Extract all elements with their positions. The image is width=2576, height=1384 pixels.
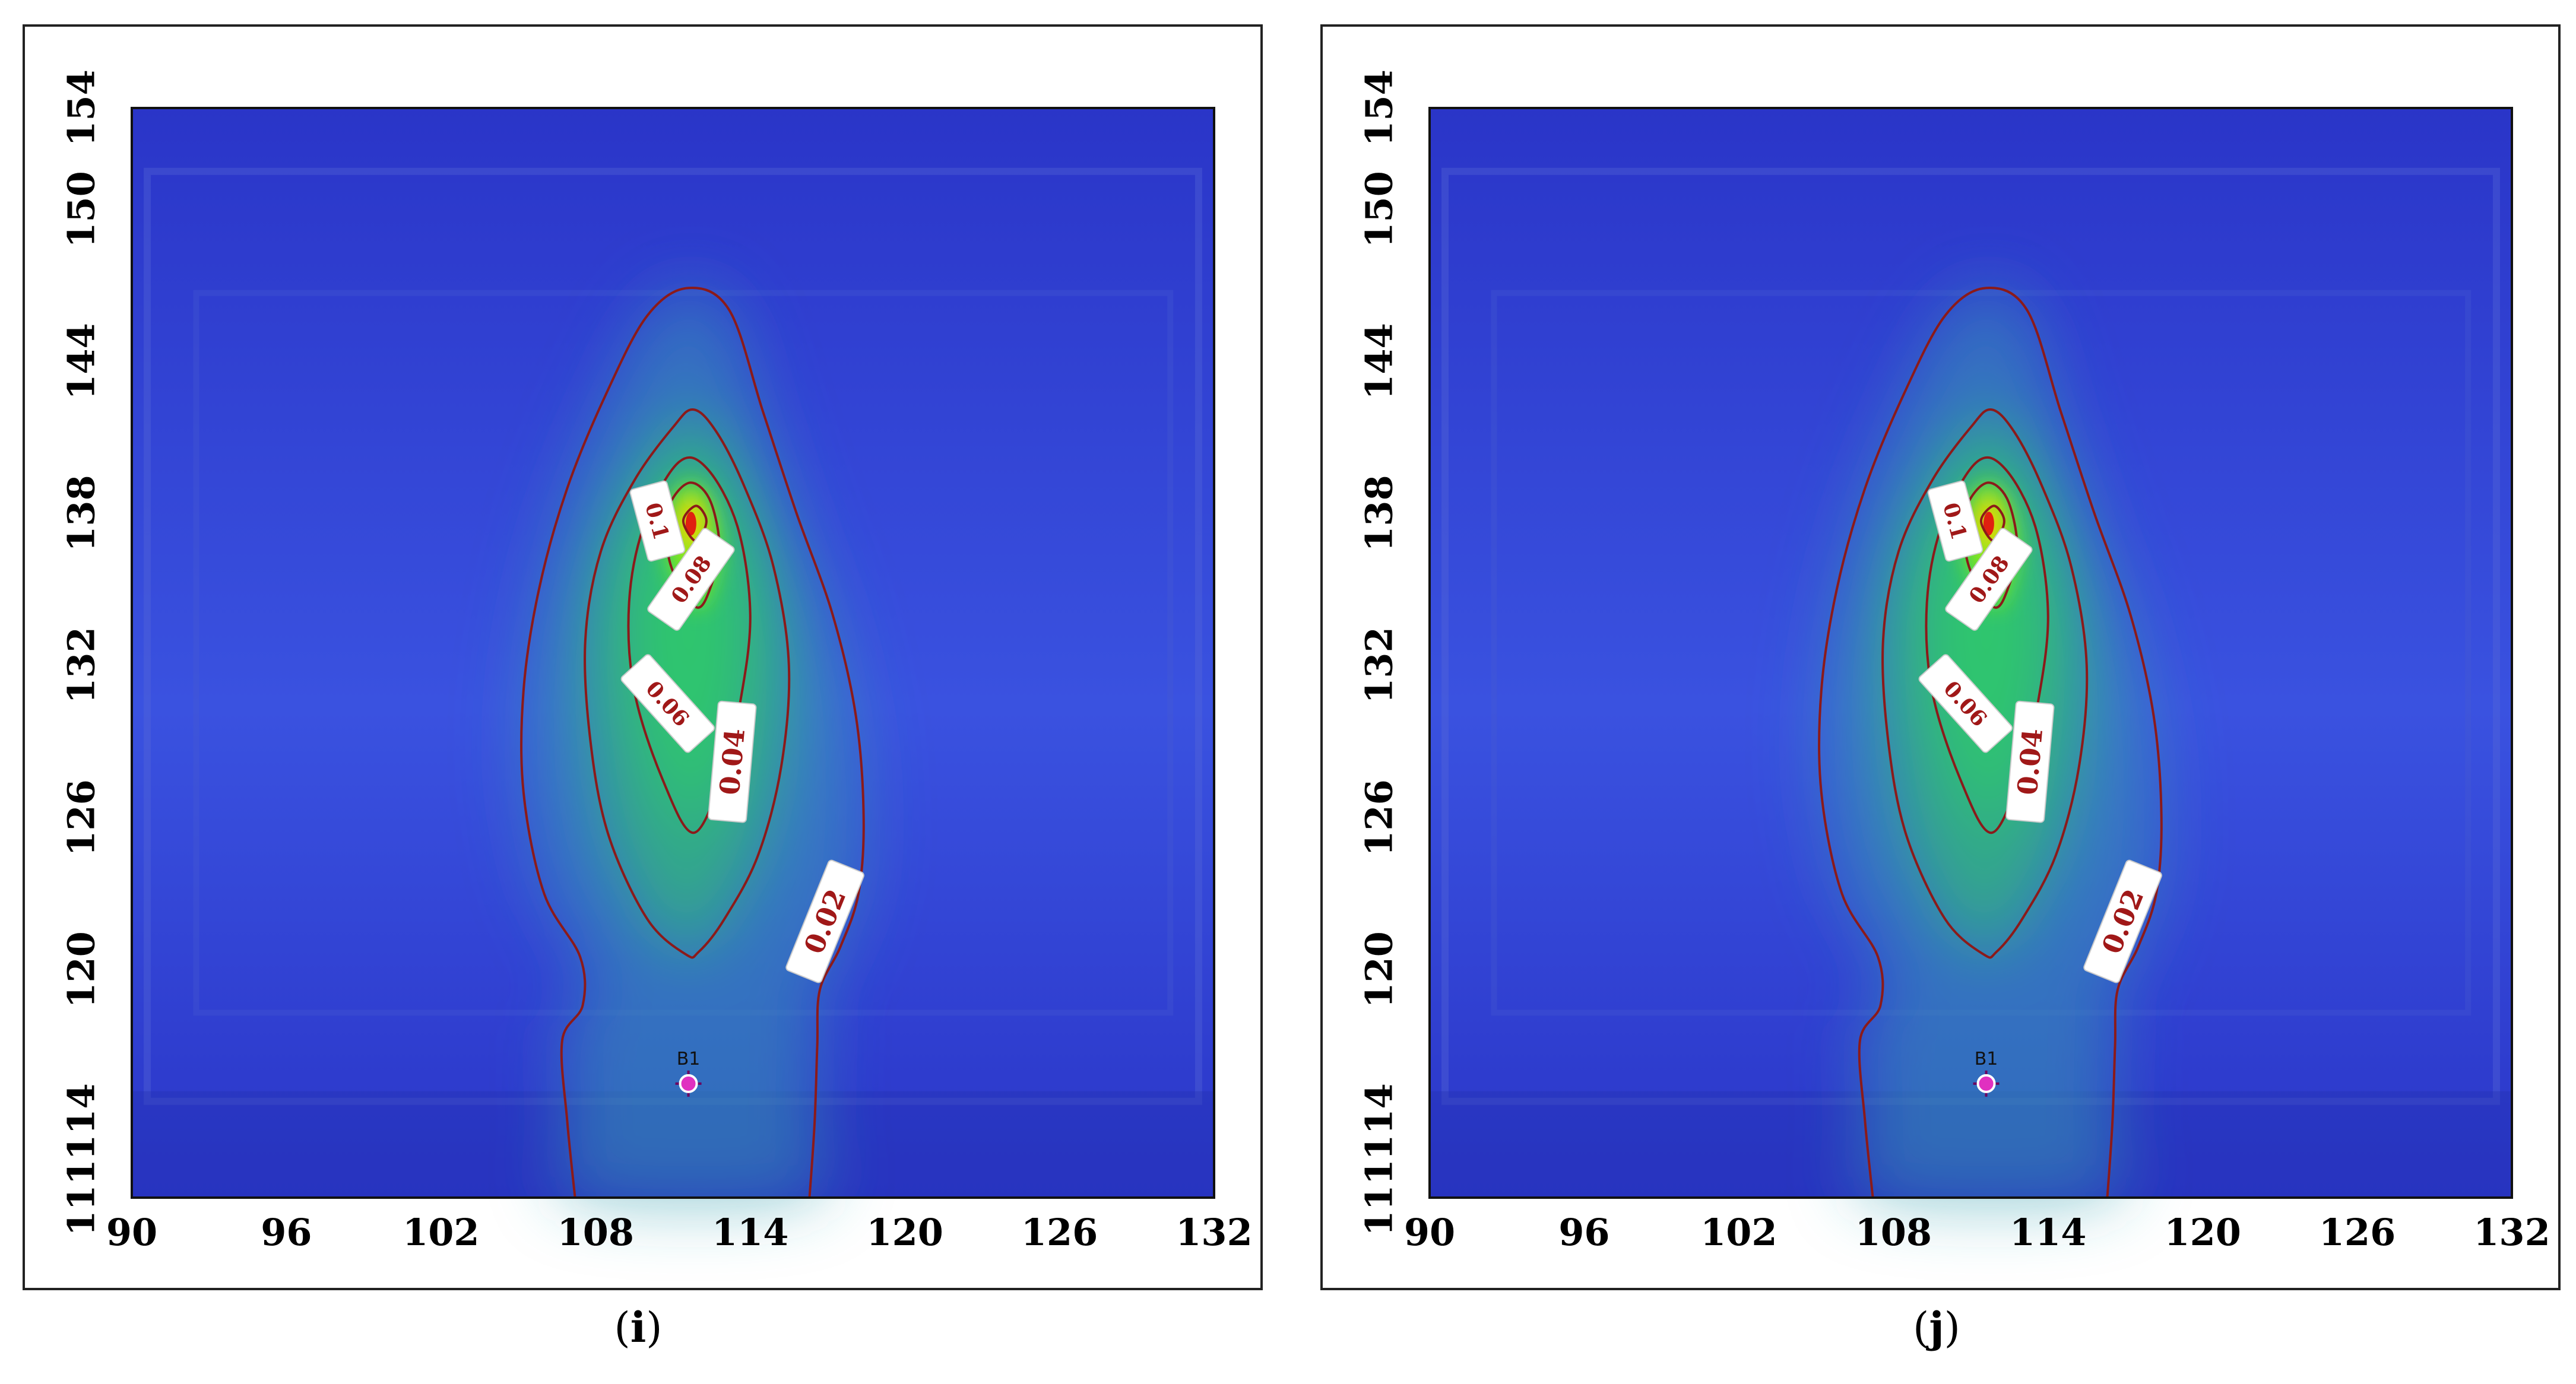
contour-0-1 [1979,504,2005,543]
contour-0-04 [584,408,791,959]
y-tick-label: 132 [1357,627,1401,704]
y-tick-label: 144 [59,323,103,400]
chart-panel-j: 0.1 0.08 0.06 0.04 0.02 B1 90 96 102 108 114 120 12… [1320,24,2561,1290]
x-tick-label: 90 [1403,1211,1456,1254]
y-tick-label: 150 [59,171,103,248]
contour-label: 0.04 [708,700,757,823]
x-tick-label: 126 [1021,1211,1098,1254]
y-tick-label: 138 [59,475,103,552]
plot-frame [1428,107,2513,1199]
peak-core [1983,512,1994,536]
y-tick-label: 114 [59,1083,103,1160]
contour-label: 0.1 [629,480,686,562]
x-tick-label: 120 [866,1211,943,1254]
contour-0-04 [1881,408,2089,959]
x-tick-label: 102 [403,1211,480,1254]
x-tick-label: 108 [557,1211,634,1254]
contour-0-1 [682,504,708,543]
x-tick-label: 120 [2164,1211,2241,1254]
caption-letter: i [630,1303,647,1352]
peak-core [685,512,696,536]
svg-text:0.04: 0.04 [714,727,752,796]
caption-i: (i) [614,1303,663,1352]
plot-frame [131,107,1215,1199]
source-marker [675,1070,702,1097]
plot-area: 0.1 0.08 0.06 0.04 0.02 B1 [131,107,1215,1207]
source-label: B1 [677,1049,701,1069]
y-tick-label: 111 [59,1159,103,1236]
y-tick-label: 120 [1357,931,1401,1008]
x-tick-label: 126 [2318,1211,2396,1254]
source-label: B1 [1975,1049,1998,1069]
y-tick-label: 114 [1357,1083,1401,1160]
x-tick-label: 114 [2009,1211,2087,1254]
caption-j: (j) [1913,1303,1960,1352]
y-tick-label: 132 [59,627,103,704]
x-tick-label: 96 [261,1211,312,1254]
contour-0-02 [519,286,865,1198]
y-tick-label: 154 [59,69,103,147]
contour-0-02 [1817,286,2163,1198]
x-tick-label: 114 [711,1211,789,1254]
plot-area: 0.1 0.08 0.06 0.04 0.02 B1 [1428,107,2513,1207]
svg-text:0.04: 0.04 [2011,727,2049,796]
chart-panel-i: 0.1 0.08 0.06 0.04 0.02 B1 90 96 102 108 114 120 12… [23,24,1263,1290]
y-tick-label: 126 [1357,779,1401,856]
y-tick-label: 144 [1357,323,1401,400]
y-tick-label: 126 [59,779,103,856]
y-tick-label: 154 [1357,69,1401,147]
x-tick-label: 102 [1700,1211,1777,1254]
x-tick-label: 108 [1855,1211,1932,1254]
x-tick-label: 132 [2473,1211,2550,1254]
source-marker [1973,1070,2000,1097]
x-tick-label: 132 [1175,1211,1253,1254]
caption-letter: j [1929,1303,1944,1352]
y-tick-label: 111 [1357,1159,1401,1236]
contour-label: 0.04 [2005,700,2055,823]
x-tick-label: 90 [106,1211,158,1254]
x-tick-label: 96 [1558,1211,1610,1254]
y-tick-label: 138 [1357,475,1401,552]
y-tick-label: 120 [59,931,103,1008]
contour-label: 0.1 [1927,480,1984,562]
y-tick-label: 150 [1357,171,1401,248]
contour-lines [1817,286,2163,1198]
